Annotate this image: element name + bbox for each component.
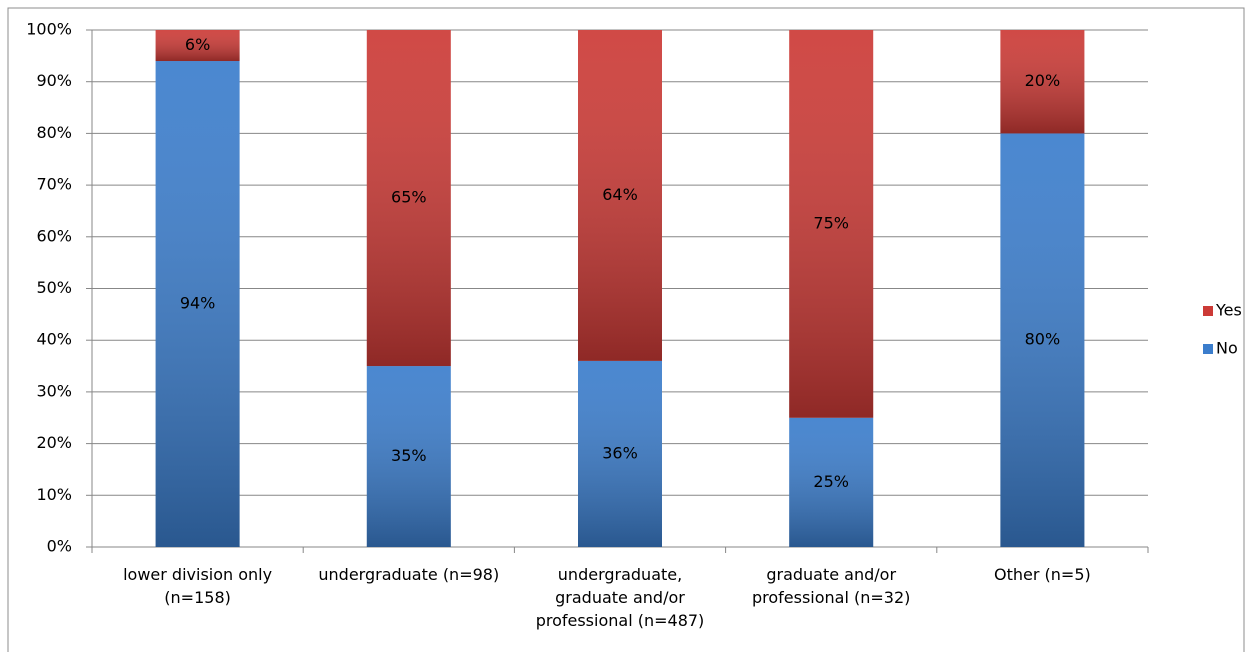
y-tick-label: 100% xyxy=(26,20,72,39)
bar-shade xyxy=(366,366,451,547)
y-tick-label: 20% xyxy=(36,433,72,452)
chart-border xyxy=(7,7,1245,652)
bar-shade xyxy=(789,417,874,547)
y-tick-label: 90% xyxy=(36,71,72,90)
data-label: 65% xyxy=(391,188,427,207)
y-tick-label: 0% xyxy=(47,537,72,556)
bar-shade xyxy=(1000,133,1085,547)
legend-swatch xyxy=(1203,306,1213,316)
bar-shade xyxy=(155,61,240,548)
x-tick-label: lower division only (n=158) xyxy=(123,565,273,607)
y-tick-label: 30% xyxy=(36,381,72,400)
legend-label: Yes xyxy=(1215,301,1242,320)
bar-shade xyxy=(366,30,451,367)
legend-swatch xyxy=(1203,344,1213,354)
bar-shade xyxy=(578,360,662,547)
data-label: 25% xyxy=(813,472,849,491)
y-tick-label: 10% xyxy=(36,485,72,504)
data-label: 80% xyxy=(1025,330,1061,349)
data-label: 94% xyxy=(180,294,216,313)
x-tick-label: undergraduate (n=98) xyxy=(318,565,500,584)
legend-label: No xyxy=(1216,339,1238,358)
x-tick-label: graduate and/or professional (n=32) xyxy=(751,565,911,607)
x-tick-label: Other (n=5) xyxy=(994,565,1091,584)
y-tick-label: 50% xyxy=(36,278,72,297)
bar-shade xyxy=(1000,30,1085,134)
bar-shade xyxy=(789,30,874,418)
data-label: 36% xyxy=(602,443,638,462)
y-tick-label: 80% xyxy=(36,123,72,142)
y-tick-label: 70% xyxy=(36,175,72,194)
x-tick-label: undergraduate, graduate and/or professio… xyxy=(535,565,705,630)
data-label: 75% xyxy=(813,213,849,232)
bar-shade xyxy=(578,30,662,361)
y-tick-label: 60% xyxy=(36,226,72,245)
y-tick-label: 40% xyxy=(36,330,72,349)
data-label: 6% xyxy=(185,35,210,54)
data-label: 35% xyxy=(391,446,427,465)
data-label: 64% xyxy=(602,185,638,204)
bar-shade xyxy=(155,30,240,62)
data-label: 20% xyxy=(1025,71,1061,90)
